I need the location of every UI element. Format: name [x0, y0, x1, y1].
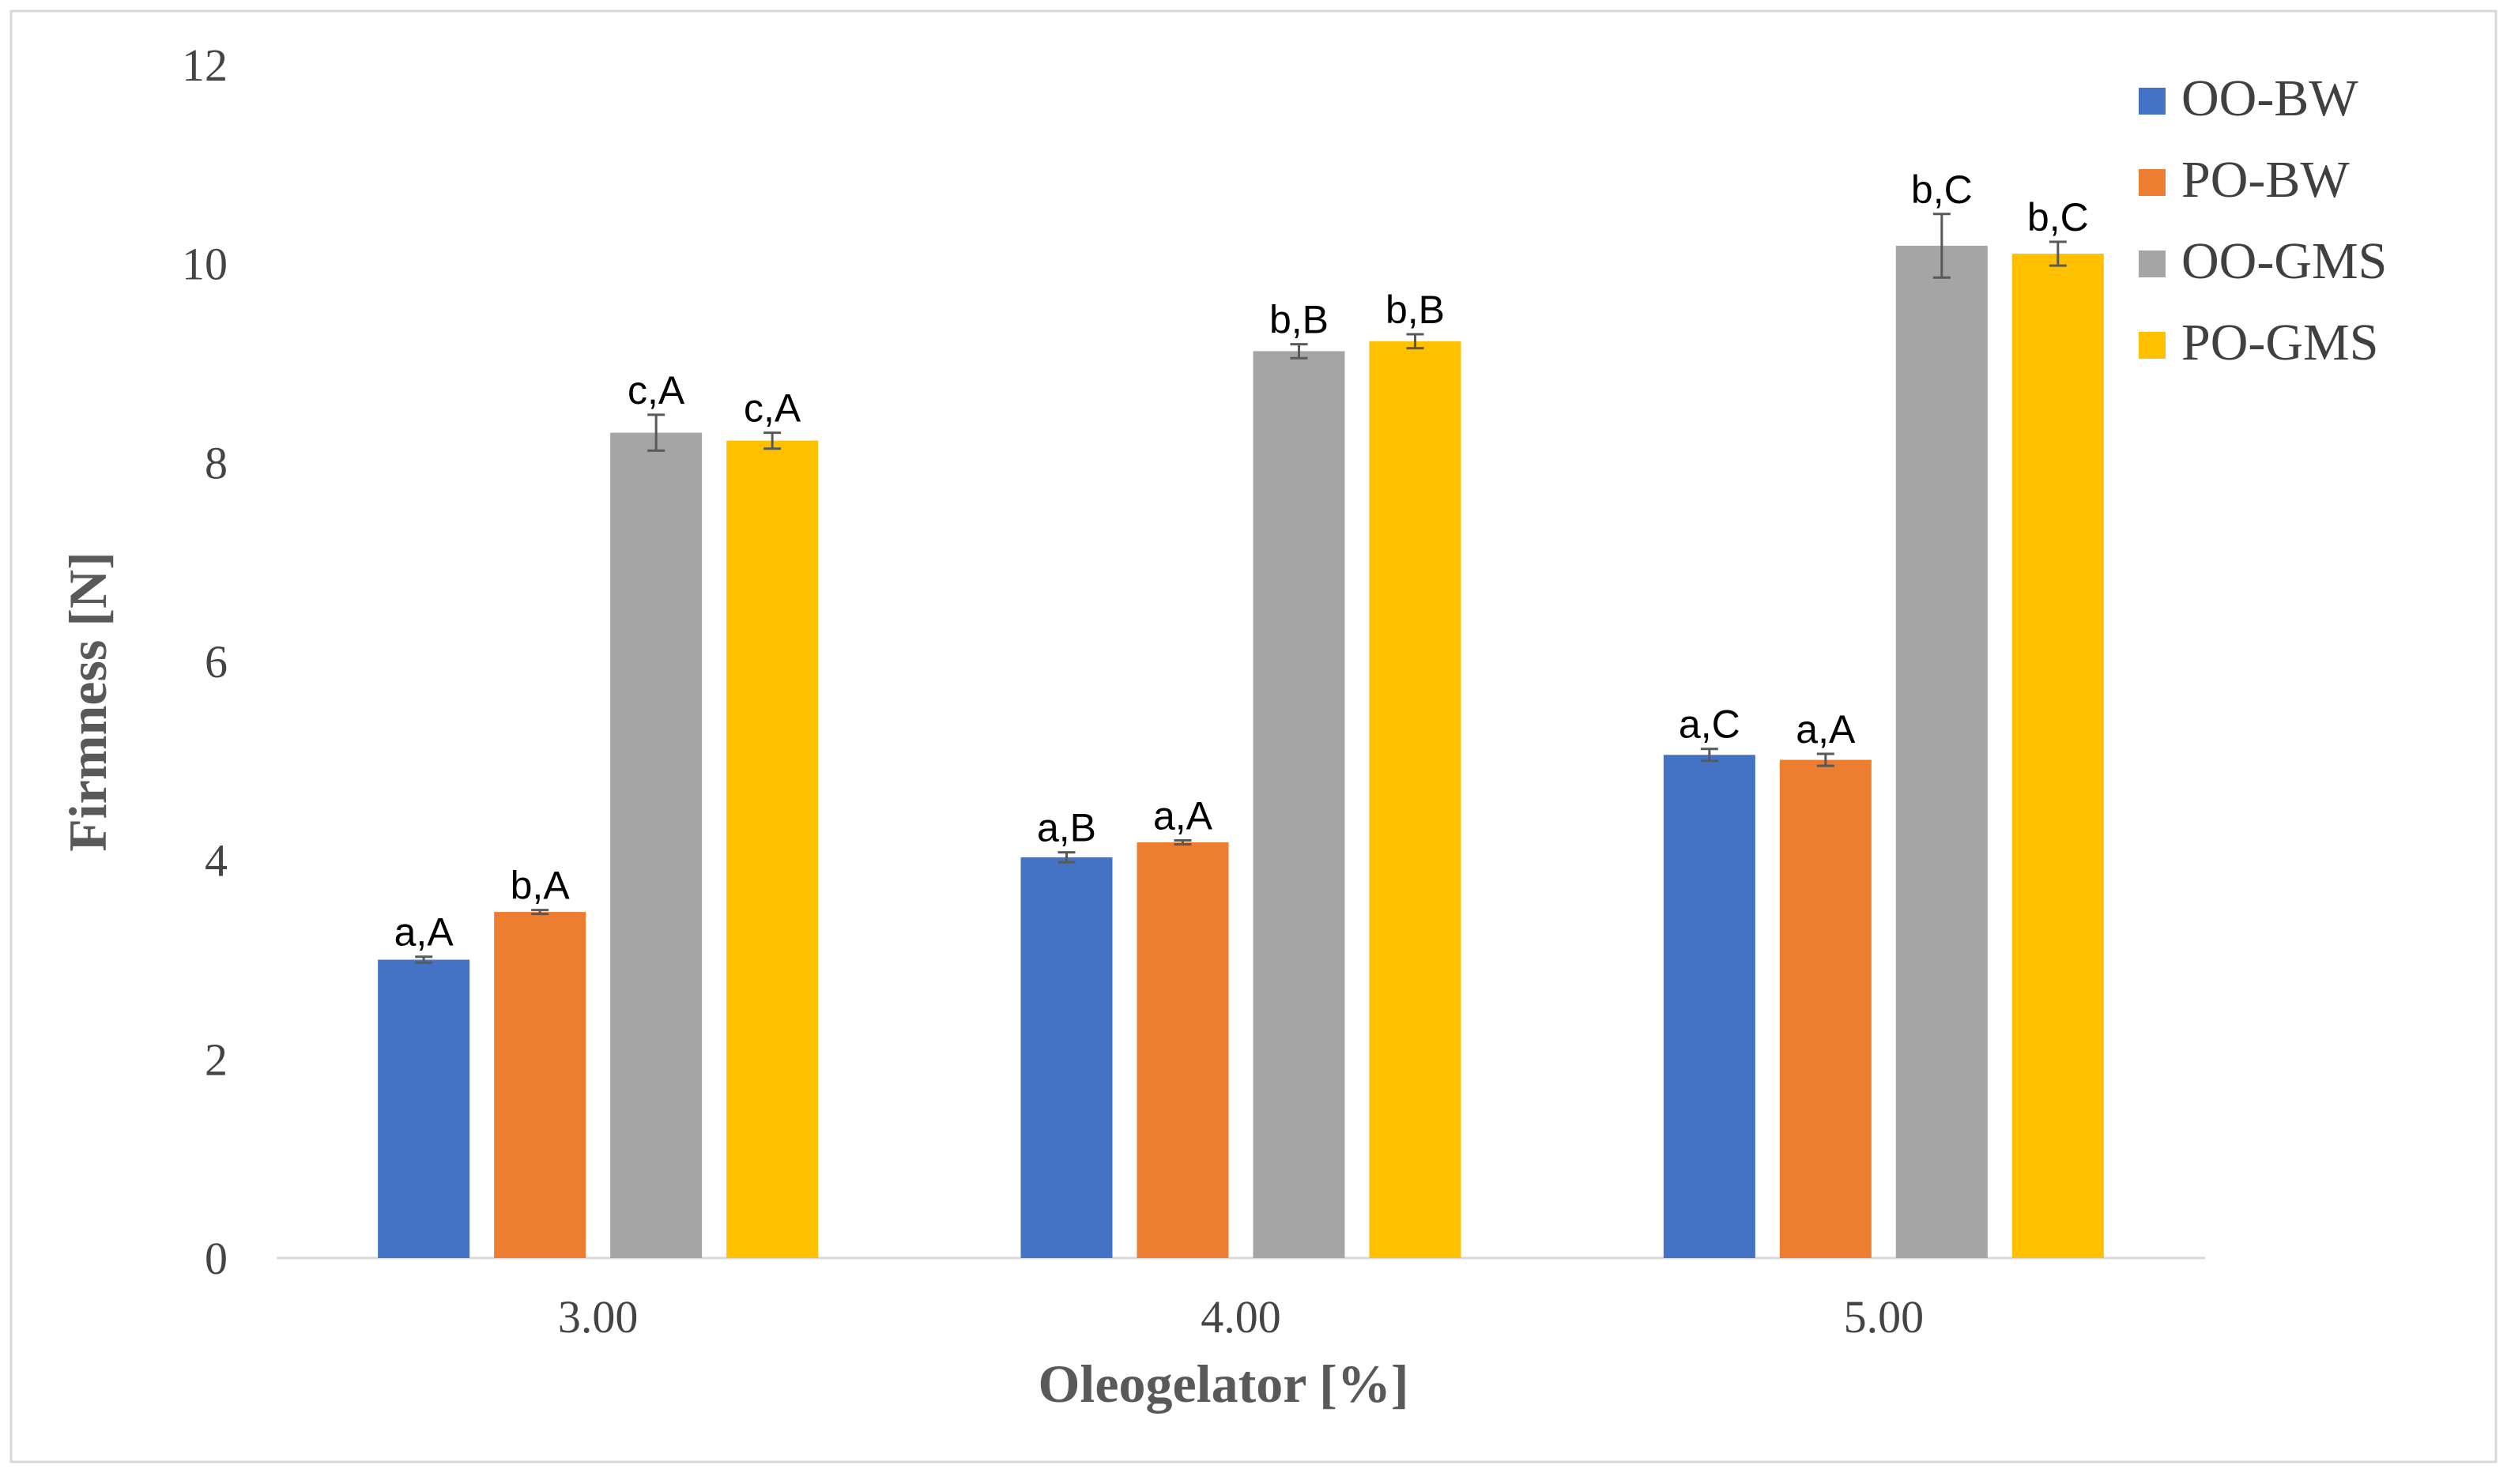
legend-label: OO-GMS — [2181, 232, 2387, 290]
data-label: a,A — [1153, 794, 1213, 838]
data-label: b,A — [511, 864, 571, 908]
legend-swatch — [2139, 169, 2166, 196]
y-tick-label: 2 — [205, 1034, 228, 1085]
legend-label: PO-BW — [2181, 151, 2350, 209]
data-label: a,C — [1679, 702, 1740, 747]
bar — [1020, 857, 1113, 1258]
data-label: a,A — [1796, 707, 1856, 751]
data-label: b,B — [1385, 288, 1445, 332]
legend-swatch — [2139, 250, 2166, 277]
bar — [378, 959, 470, 1258]
y-tick-label: 6 — [205, 636, 228, 687]
y-tick-label: 12 — [182, 40, 228, 91]
bar — [1779, 759, 1872, 1258]
x-tick-label: 4.00 — [1201, 1291, 1281, 1343]
y-axis-title: Firmness [N] — [58, 552, 118, 852]
bar — [494, 912, 586, 1258]
bar — [1663, 755, 1755, 1258]
y-tick-label: 0 — [205, 1233, 228, 1284]
data-label: b,B — [1269, 298, 1329, 342]
y-tick-label: 4 — [205, 835, 228, 887]
y-tick-label: 10 — [182, 239, 228, 290]
bar — [1895, 246, 1988, 1259]
data-label: c,A — [628, 368, 685, 412]
bar — [610, 432, 703, 1259]
bar — [1253, 351, 1345, 1258]
data-label: a,A — [394, 910, 454, 955]
x-tick-label: 3.00 — [558, 1291, 639, 1343]
bar — [1369, 341, 1461, 1259]
data-label: a,B — [1037, 806, 1096, 850]
plot-area: 0 2 4 6 8 10 12 a,A b,A c,A c,A 3.00 a,B a,A b,B b,B 4.0… — [182, 40, 2205, 1343]
legend: OO-BW PO-BW OO-GMS PO-GMS — [2139, 70, 2387, 371]
legend-swatch — [2139, 88, 2166, 115]
x-axis-title: Oleogelator [%] — [1039, 1354, 1409, 1414]
bar — [726, 440, 819, 1258]
bar — [1137, 842, 1229, 1258]
legend-label: OO-BW — [2181, 70, 2358, 127]
data-label: b,C — [2027, 195, 2089, 239]
bar — [2011, 254, 2104, 1258]
legend-swatch — [2139, 332, 2166, 359]
x-tick-label: 5.00 — [1844, 1291, 1925, 1343]
data-label: c,A — [744, 386, 801, 431]
data-label: b,C — [1911, 168, 1973, 212]
legend-label: PO-GMS — [2181, 314, 2378, 371]
y-tick-label: 8 — [205, 437, 228, 488]
